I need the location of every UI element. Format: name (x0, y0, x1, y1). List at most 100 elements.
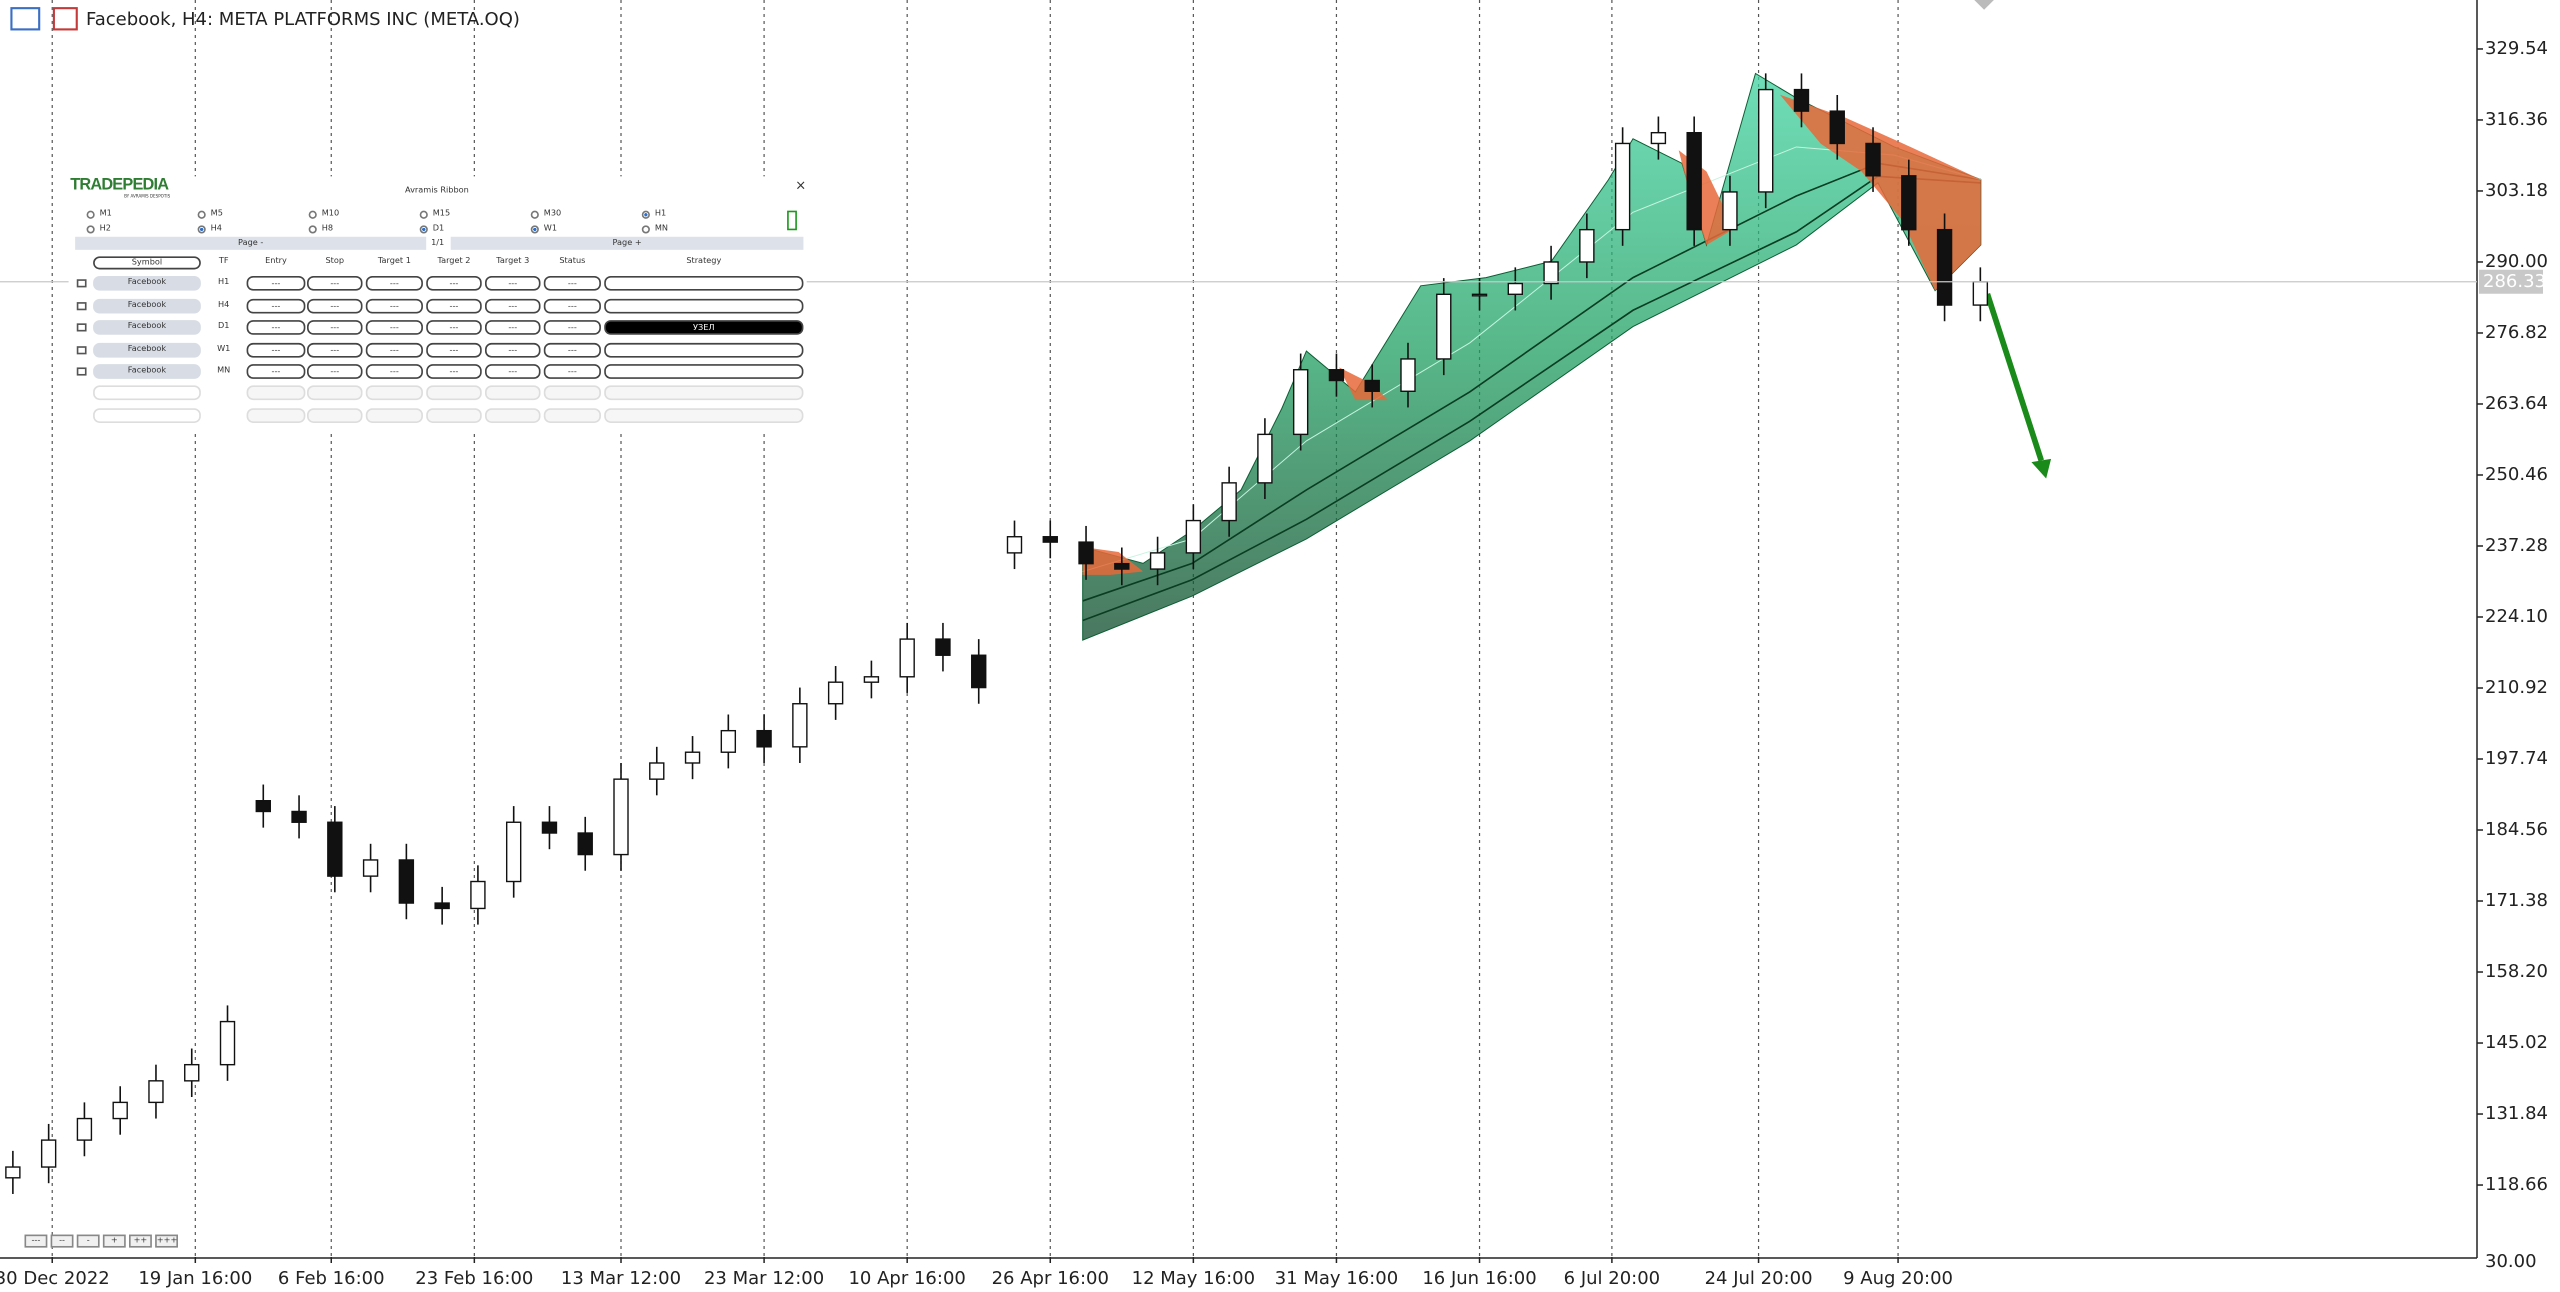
y-tick-label: 276.82 (2485, 322, 2548, 343)
candle-body (1901, 175, 1917, 231)
candle-body (1149, 552, 1166, 570)
x-tick-label: 19 Jan 16:00 (138, 1268, 252, 1289)
y-tick-label: 329.54 (2485, 38, 2548, 59)
candles (5, 73, 1989, 1194)
last-price-box (2479, 269, 2543, 294)
scale-label: 30.00 (2485, 1251, 2537, 1272)
candle-body (792, 703, 808, 748)
y-tick-label: 118.66 (2485, 1174, 2548, 1195)
candle-body (1114, 562, 1130, 570)
candle-body (148, 1080, 164, 1104)
candle-body (649, 762, 665, 780)
candle-body (219, 1020, 236, 1066)
chart-title: Facebook, H4: META PLATFORMS INC (META.O… (86, 9, 520, 30)
candle-body (362, 859, 379, 877)
candle-body (756, 729, 772, 748)
candle-body (470, 880, 486, 910)
candle-body (577, 832, 593, 856)
candle-body (1829, 110, 1845, 145)
x-tick-label: 13 Mar 12:00 (561, 1268, 681, 1289)
candle-body (505, 821, 522, 883)
candle-body (40, 1139, 57, 1168)
y-tick-label: 184.56 (2485, 819, 2548, 840)
candle-body (1722, 191, 1738, 231)
candle-body (541, 821, 558, 834)
y-tick-label: 131.84 (2485, 1103, 2548, 1124)
title-icon (10, 7, 41, 31)
candle-body (5, 1166, 21, 1179)
ribbon-line (1082, 175, 1981, 622)
candle-body (434, 902, 450, 910)
x-tick-label: 23 Feb 16:00 (415, 1268, 533, 1289)
candle-body (1471, 293, 1488, 297)
x-tick-label: 9 Aug 20:00 (1843, 1268, 1953, 1289)
candle-body (1793, 88, 1810, 112)
last-price-label: 286.33 (2483, 271, 2546, 292)
candle-body (1865, 142, 1881, 177)
x-tick-label: 23 Mar 12:00 (704, 1268, 824, 1289)
y-tick-label: 197.74 (2485, 748, 2548, 769)
candle-body (1436, 293, 1452, 360)
y-tick-label: 250.46 (2485, 464, 2548, 485)
candle-body (1650, 131, 1667, 145)
candle-body (1221, 482, 1237, 522)
candle-body (76, 1117, 93, 1141)
y-tick-label: 158.20 (2485, 961, 2548, 982)
candle-body (1507, 282, 1524, 296)
y-tick-label: 303.18 (2485, 180, 2548, 201)
y-tick-label: 316.36 (2485, 109, 2548, 130)
candle-body (1936, 228, 1953, 306)
x-tick-label: 30 Dec 2022 (0, 1268, 110, 1289)
candle-body (1400, 358, 1416, 392)
candle-body (613, 778, 629, 856)
candle-body (398, 859, 415, 904)
candle-body (1328, 369, 1345, 382)
candle-body (1006, 536, 1023, 554)
candle-body (827, 681, 844, 705)
candle-body (291, 810, 307, 823)
x-tick-label: 6 Feb 16:00 (278, 1268, 385, 1289)
arrow-shaft (1984, 293, 2044, 462)
candle-body (255, 800, 271, 813)
candle-body (327, 821, 343, 877)
candle-body (935, 638, 951, 656)
x-tick-label: 24 Jul 20:00 (1705, 1268, 1813, 1289)
candle-body (1257, 433, 1273, 484)
ribbon (10, 0, 2052, 641)
candle-body (1686, 131, 1702, 231)
title-icon (52, 7, 78, 31)
candle-body (720, 729, 737, 753)
candle-body (1758, 88, 1774, 193)
candle-body (112, 1101, 128, 1120)
x-tick-label: 10 Apr 16:00 (848, 1268, 965, 1289)
y-tick-label: 263.64 (2485, 393, 2548, 414)
candle-body (863, 676, 880, 683)
candle-body (899, 638, 915, 678)
y-tick-label: 210.92 (2485, 677, 2548, 698)
arrow-head (2031, 458, 2052, 479)
y-tick-label: 224.10 (2485, 606, 2548, 627)
x-tick-label: 12 May 16:00 (1132, 1268, 1255, 1289)
candle-body (1042, 536, 1058, 543)
candle-body (684, 751, 701, 764)
candle-body (184, 1063, 200, 1082)
x-tick-label: 31 May 16:00 (1275, 1268, 1398, 1289)
x-tick-label: 26 Apr 16:00 (992, 1268, 1109, 1289)
candle-body (1185, 519, 1202, 554)
candle-body (1292, 369, 1309, 436)
y-tick-label: 171.38 (2485, 890, 2548, 911)
candle-body (1543, 261, 1559, 285)
y-tick-label: 290.00 (2485, 251, 2548, 272)
scroll-marker (1974, 0, 1994, 10)
x-tick-label: 6 Jul 20:00 (1564, 1268, 1661, 1289)
y-tick-label: 237.28 (2485, 535, 2548, 556)
candle-body (1614, 142, 1631, 231)
y-tick-label: 145.02 (2485, 1032, 2548, 1053)
candle-body (971, 654, 987, 689)
candle-body (1972, 281, 1989, 306)
candle-body (1364, 379, 1380, 392)
candle-body (1579, 228, 1595, 263)
x-tick-label: 16 Jun 16:00 (1422, 1268, 1536, 1289)
